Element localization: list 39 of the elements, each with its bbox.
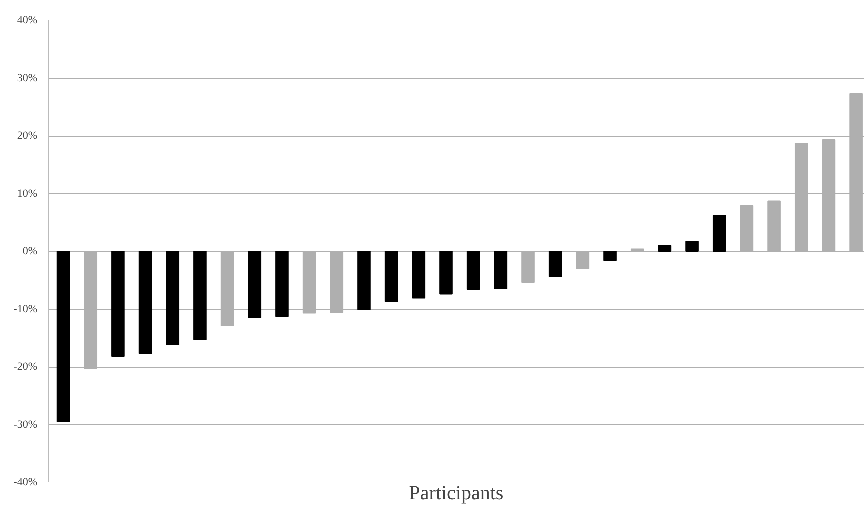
bar — [384, 251, 398, 302]
bar — [494, 251, 508, 290]
bar — [194, 251, 207, 340]
bar — [658, 245, 672, 252]
bar — [768, 200, 781, 252]
bar — [138, 251, 152, 354]
y-tick-label: -40% — [14, 476, 38, 488]
bar — [630, 248, 644, 252]
y-tick-label: 20% — [17, 130, 38, 142]
bar — [112, 251, 125, 358]
bar — [220, 251, 234, 326]
y-tick-label: -10% — [14, 303, 38, 316]
y-tick-label: -20% — [14, 361, 38, 373]
bar — [522, 251, 535, 284]
bar — [576, 251, 590, 270]
bar — [712, 215, 726, 252]
y-tick-label: 10% — [17, 188, 38, 200]
x-axis-title: Participants — [409, 482, 504, 504]
bar — [302, 251, 316, 314]
bar — [84, 251, 98, 370]
bar — [740, 205, 754, 252]
bar — [466, 251, 480, 290]
bar — [604, 251, 617, 262]
y-tick-label: 0% — [22, 246, 38, 258]
bar — [330, 251, 344, 314]
bar — [56, 251, 70, 422]
y-tick-label: 30% — [17, 72, 38, 84]
bar — [440, 251, 453, 295]
bar — [794, 143, 808, 252]
bar — [686, 241, 699, 252]
bar — [822, 140, 836, 252]
bar — [166, 251, 180, 346]
bar — [276, 251, 289, 318]
bar — [548, 251, 562, 278]
y-tick-label: -30% — [14, 418, 38, 431]
bar — [412, 251, 426, 299]
y-tick-label: 40% — [17, 14, 38, 26]
bar — [358, 251, 371, 310]
bar — [248, 251, 262, 318]
